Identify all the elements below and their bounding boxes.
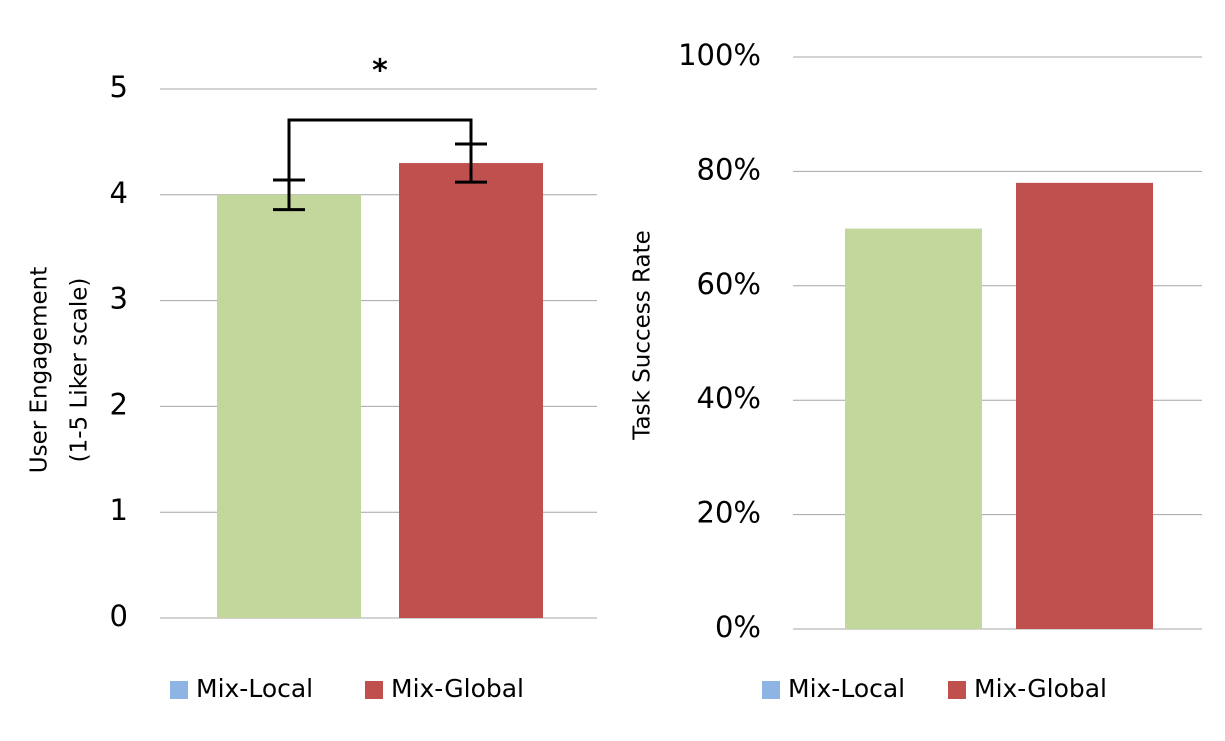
legend-swatch xyxy=(170,681,188,699)
y-tick-label: 1 xyxy=(110,493,128,527)
legend-label: Mix-Local xyxy=(788,674,905,703)
significance-marker: * xyxy=(372,54,388,89)
legend-swatch xyxy=(948,681,966,699)
y-tick-label: 2 xyxy=(110,387,128,421)
legend-label: Mix-Global xyxy=(974,674,1107,703)
y-tick-label: 60% xyxy=(697,267,761,301)
y-tick-label: 40% xyxy=(697,381,761,415)
y-tick-label: 80% xyxy=(697,152,761,186)
y-axis-label: User Engagement xyxy=(27,267,53,473)
bar xyxy=(1016,182,1153,629)
y-tick-label: 20% xyxy=(697,496,761,530)
y-tick-label: 0 xyxy=(110,599,128,633)
y-tick-label: 5 xyxy=(110,70,128,104)
legend-label: Mix-Global xyxy=(391,674,524,703)
y-axis-label: Task Success Rate xyxy=(630,230,656,441)
y-tick-label: 4 xyxy=(110,176,128,210)
significance-bracket xyxy=(287,118,473,180)
legend-swatch xyxy=(365,681,383,699)
bar xyxy=(845,228,982,629)
y-tick-label: 100% xyxy=(678,38,761,72)
bar xyxy=(217,194,361,619)
bar xyxy=(399,163,543,618)
legend-swatch xyxy=(762,681,780,699)
y-axis-label: (1-5 Liker scale) xyxy=(67,278,93,463)
legend-label: Mix-Local xyxy=(196,674,313,703)
y-tick-label: 3 xyxy=(110,282,128,316)
y-tick-label: 0% xyxy=(715,610,761,644)
